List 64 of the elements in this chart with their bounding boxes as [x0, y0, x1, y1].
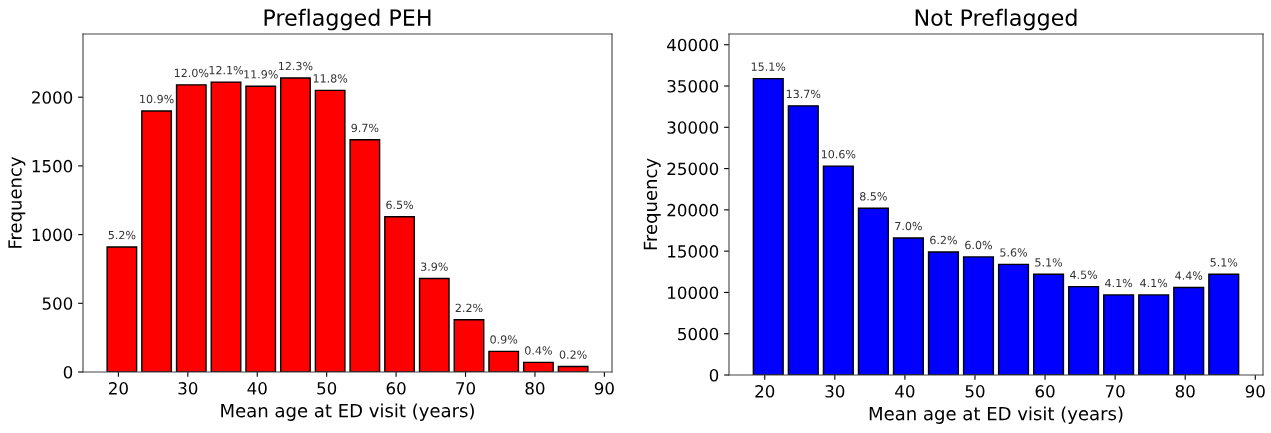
x-tick-label: 70	[456, 382, 476, 395]
y-tick-label: 40000	[667, 38, 719, 52]
annotation: 0.2%	[559, 350, 587, 359]
annotation: 11.8%	[313, 74, 348, 83]
x-tick-label: 80	[1175, 385, 1195, 398]
x-tick-label: 50	[317, 382, 337, 395]
x-tick-label: 60	[1035, 385, 1055, 398]
annotation: 4.4%	[1175, 271, 1203, 280]
annotation: 5.2%	[108, 230, 136, 240]
x-tick-label: 20	[755, 385, 775, 398]
y-tick-label: 30000	[667, 121, 719, 134]
annotation: 10.6%	[821, 149, 856, 159]
y-tick-label: 15000	[668, 245, 719, 258]
annotation: 4.1%	[1105, 278, 1133, 288]
y-axis-title: Frequency	[643, 158, 661, 250]
annotation: 4.5%	[1070, 270, 1098, 279]
y-tick-label: 0	[709, 368, 719, 382]
y-tick-label: 0	[63, 365, 73, 379]
x-tick-label: 80	[525, 382, 545, 395]
chart-title: Preflagged PEH	[264, 8, 431, 31]
y-tick-label: 500	[42, 297, 73, 310]
annotation: 12.3%	[279, 61, 313, 71]
x-tick-label: 30	[825, 385, 845, 398]
annotation: 4.1%	[1140, 278, 1168, 288]
annotation: 6.0%	[965, 240, 992, 250]
annotation: 0.9%	[490, 335, 518, 344]
x-tick-label: 90	[594, 382, 614, 395]
annotation: 5.1%	[1210, 258, 1238, 267]
y-tick-label: 10000	[668, 286, 719, 299]
x-axis-title: Mean age at ED visit (years)	[869, 406, 1123, 424]
chart-title: Not Preflagged	[915, 8, 1077, 31]
x-tick-label: 60	[386, 382, 406, 395]
y-tick-label: 1000	[32, 228, 73, 242]
x-axis-title: Mean age at ED visit (years)	[221, 403, 474, 421]
y-tick-label: 5000	[678, 327, 719, 341]
annotation: 6.5%	[386, 200, 414, 210]
annotation: 13.7%	[786, 89, 821, 99]
annotation: 3.9%	[421, 262, 448, 271]
y-tick-label: 1500	[32, 159, 73, 173]
annotation: 5.6%	[1000, 248, 1028, 257]
y-tick-label: 25000	[667, 162, 719, 176]
x-tick-label: 30	[178, 382, 198, 395]
y-tick-label: 20000	[667, 203, 719, 217]
annotation: 15.1%	[751, 62, 786, 71]
annotation: 11.9%	[244, 70, 278, 79]
annotation: 12.0%	[174, 68, 209, 78]
annotation: 0.4%	[525, 346, 552, 355]
y-tick-label: 2000	[32, 91, 73, 104]
annotation: 8.5%	[860, 192, 887, 201]
x-tick-label: 90	[1245, 385, 1265, 398]
annotation: 10.9%	[140, 94, 174, 104]
annotation: 6.2%	[930, 235, 957, 245]
x-tick-label: 20	[109, 382, 128, 395]
annotation: 7.0%	[895, 221, 922, 231]
annotation: 12.1%	[209, 65, 244, 75]
x-tick-label: 70	[1105, 385, 1125, 398]
x-tick-label: 40	[247, 382, 267, 395]
y-axis-title: Frequency	[8, 156, 26, 248]
x-tick-label: 40	[895, 385, 915, 398]
annotation: 9.7%	[351, 123, 379, 133]
y-tick-label: 35000	[667, 79, 719, 93]
annotation: 5.1%	[1035, 258, 1063, 267]
annotation: 2.2%	[455, 303, 483, 313]
x-tick-label: 50	[965, 385, 985, 398]
